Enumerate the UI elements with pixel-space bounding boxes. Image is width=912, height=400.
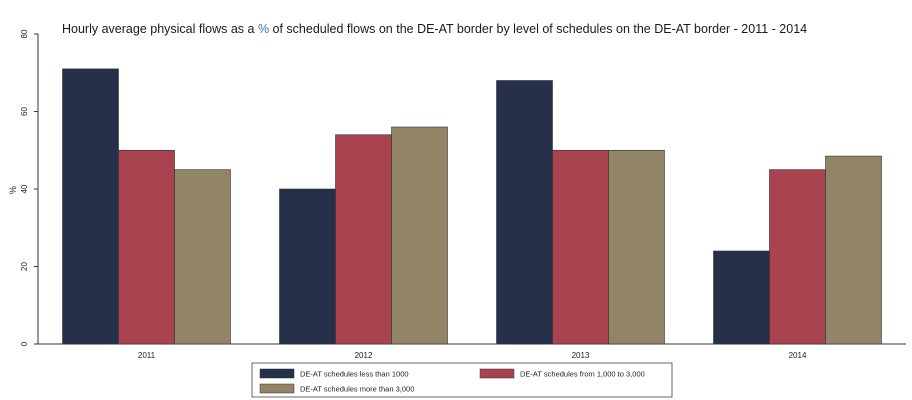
legend-swatch — [259, 383, 295, 394]
bar-2012-series-1 — [279, 188, 336, 345]
bar-2013-series-3 — [608, 149, 665, 345]
legend: DE-AT schedules less than 1000 DE-AT sche… — [251, 362, 673, 398]
x-tick-label: 2014 — [789, 351, 807, 360]
y-tick-label: 60 — [20, 107, 29, 116]
x-tick-label: 2012 — [355, 351, 373, 360]
legend-label: DE-AT schedules less than 1000 — [300, 370, 409, 379]
x-tick-label: 2011 — [138, 351, 156, 360]
y-tick-label: 20 — [20, 262, 29, 271]
legend-label: DE-AT schedules more than 3,000 — [300, 385, 414, 394]
bar-2013-series-2 — [552, 149, 609, 345]
bar-2012-series-2 — [335, 134, 392, 345]
bar-2011-series-2 — [118, 149, 175, 345]
plot-layer: 0 20 40 60 80 2011 2012 2013 2014 — [20, 29, 906, 360]
bar-2014-series-1 — [713, 250, 770, 345]
y-tick-label: 80 — [20, 29, 29, 38]
x-tick-label: 2013 — [572, 351, 590, 360]
legend-swatch — [479, 368, 515, 379]
y-axis-label: % — [8, 186, 18, 194]
legend-swatch — [259, 368, 295, 379]
bar-2014-series-3 — [825, 155, 882, 345]
bar-2012-series-3 — [391, 126, 448, 345]
legend-label: DE-AT schedules from 1,000 to 3,000 — [520, 370, 645, 379]
bar-2014-series-2 — [769, 169, 826, 345]
y-tick-label: 0 — [20, 341, 29, 346]
legend-box — [251, 362, 673, 398]
chart-title: Hourly average physical flows as a % of … — [62, 22, 807, 36]
y-tick-label: 40 — [20, 184, 29, 193]
bar-2011-series-1 — [62, 68, 119, 345]
bar-2013-series-1 — [496, 80, 553, 345]
bar-2011-series-3 — [174, 169, 231, 345]
